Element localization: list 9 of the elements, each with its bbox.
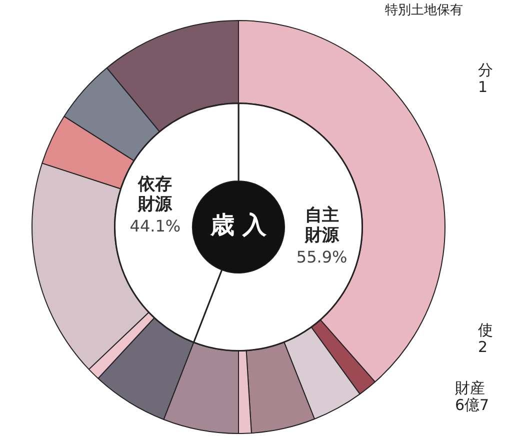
text: 財産 6億7 (455, 379, 490, 414)
text: 使 2 (478, 321, 493, 356)
slice-label: 依存財源 (137, 174, 174, 214)
slice-label: 自主財源 (304, 206, 340, 246)
data-label: 44.1% (130, 216, 181, 236)
text: 分 1 (478, 61, 493, 96)
data-label: 55.9% (296, 248, 348, 267)
text: 特別土地保有 (385, 3, 463, 19)
text: 歳 入 (209, 211, 268, 240)
